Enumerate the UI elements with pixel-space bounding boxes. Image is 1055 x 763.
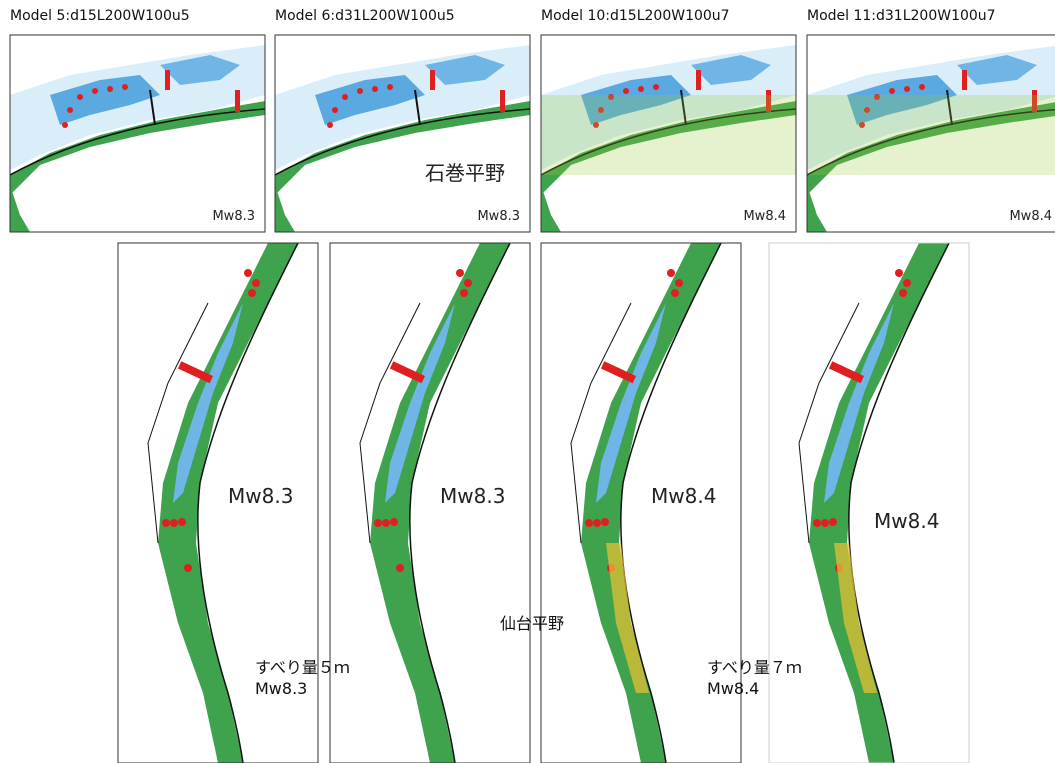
magnitude-label: Mw8.4 <box>874 509 939 533</box>
tint <box>807 95 1055 175</box>
page: {"top_panels": [ {"title": "Model 5:d15L… <box>0 0 1055 763</box>
map-panels: Model 5:d15L200W100u5 Mw8.3 Model 6:d31L20… <box>10 8 1055 763</box>
slip-magnitude: Mw8.3 <box>255 679 307 698</box>
magnitude-label: Mw8.3 <box>477 209 520 224</box>
tint <box>541 95 796 175</box>
top-map <box>10 35 265 232</box>
slip-note: すべり量７ｍ <box>707 658 802 677</box>
panel-title: Model 6:d31L200W100u5 <box>275 8 455 24</box>
magnitude-label: Mw8.3 <box>212 209 255 224</box>
panel-title: Model 11:d31L200W100u7 <box>807 8 996 24</box>
slip-magnitude: Mw8.4 <box>707 679 759 698</box>
magnitude-label: Mw8.3 <box>228 484 293 508</box>
magnitude-label: Mw8.3 <box>440 484 505 508</box>
slip-note: すべり量５ｍ <box>255 658 350 677</box>
panel-title: Model 10:d15L200W100u7 <box>541 8 730 24</box>
magnitude-label: Mw8.4 <box>651 484 716 508</box>
magnitude-label: Mw8.4 <box>743 209 786 224</box>
panel-title: Model 5:d15L200W100u5 <box>10 8 190 24</box>
area-label: 石巻平野 <box>425 161 505 185</box>
top-map <box>275 35 530 232</box>
area-label: 仙台平野 <box>500 614 564 633</box>
magnitude-label: Mw8.4 <box>1009 209 1052 224</box>
figure: Model 5:d15L200W100u5 Mw8.3 Model 6:d31L20… <box>0 0 1055 763</box>
